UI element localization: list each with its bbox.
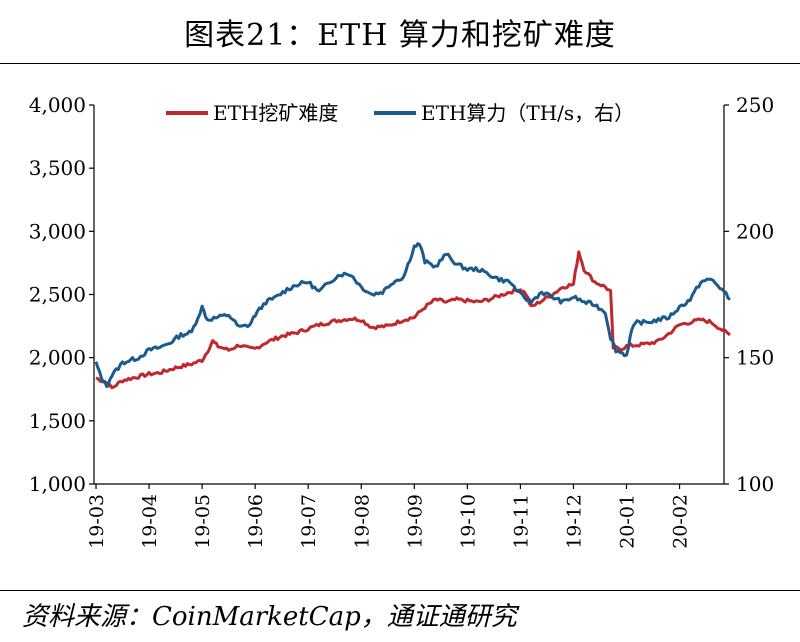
x-tick-label: 19-12 — [563, 494, 585, 549]
right-axis: 100 150 200 250 — [723, 93, 774, 496]
x-tick-label: 19-10 — [457, 494, 479, 549]
x-tick-label: 19-07 — [298, 494, 320, 549]
source-note: 资料来源：CoinMarketCap，通证通研究 — [22, 602, 517, 632]
left-tick-label: 4,000 — [29, 93, 86, 117]
left-tick-label: 1,000 — [29, 472, 86, 496]
x-tick-label: 20-02 — [670, 494, 692, 549]
hashrate-line — [94, 242, 731, 388]
x-tick-label: 19-08 — [351, 494, 373, 549]
x-tick-label: 19-05 — [192, 494, 214, 549]
left-tick-label: 1,500 — [29, 409, 86, 433]
x-tick-label: 20-01 — [617, 494, 639, 549]
legend: ETH挖矿难度 ETH算力（TH/s，右） — [166, 101, 634, 125]
right-tick-label: 150 — [736, 346, 774, 370]
title-divider — [0, 63, 800, 64]
left-tick-label: 2,000 — [29, 346, 86, 370]
series-layer — [94, 242, 731, 390]
left-tick-label: 3,000 — [29, 219, 86, 243]
right-tick-label: 100 — [736, 472, 774, 496]
difficulty-line — [95, 250, 731, 390]
left-tick-label: 3,500 — [29, 156, 86, 180]
left-axis: 1,000 1,500 2,000 2,500 3,000 3,500 4,000 — [29, 93, 95, 496]
right-tick-label: 200 — [736, 219, 774, 243]
x-tick-label: 19-09 — [404, 494, 426, 549]
right-tick-label: 250 — [736, 93, 774, 117]
x-tick-label: 19-04 — [139, 494, 161, 549]
x-tick-label: 19-03 — [86, 494, 108, 549]
x-tick-label: 19-06 — [245, 494, 267, 549]
legend-label-difficulty: ETH挖矿难度 — [213, 101, 338, 125]
x-tick-label: 19-11 — [510, 494, 532, 549]
legend-label-hashrate: ETH算力（TH/s，右） — [421, 101, 634, 125]
chart-title: 图表21：ETH 算力和挖矿难度 — [184, 18, 616, 53]
x-axis: 19-03 19-04 19-05 19-06 19-07 19-08 19-09 19-10… — [86, 483, 724, 549]
left-tick-label: 2,500 — [29, 283, 86, 307]
plot-frame — [94, 105, 724, 484]
source-divider — [0, 590, 800, 591]
